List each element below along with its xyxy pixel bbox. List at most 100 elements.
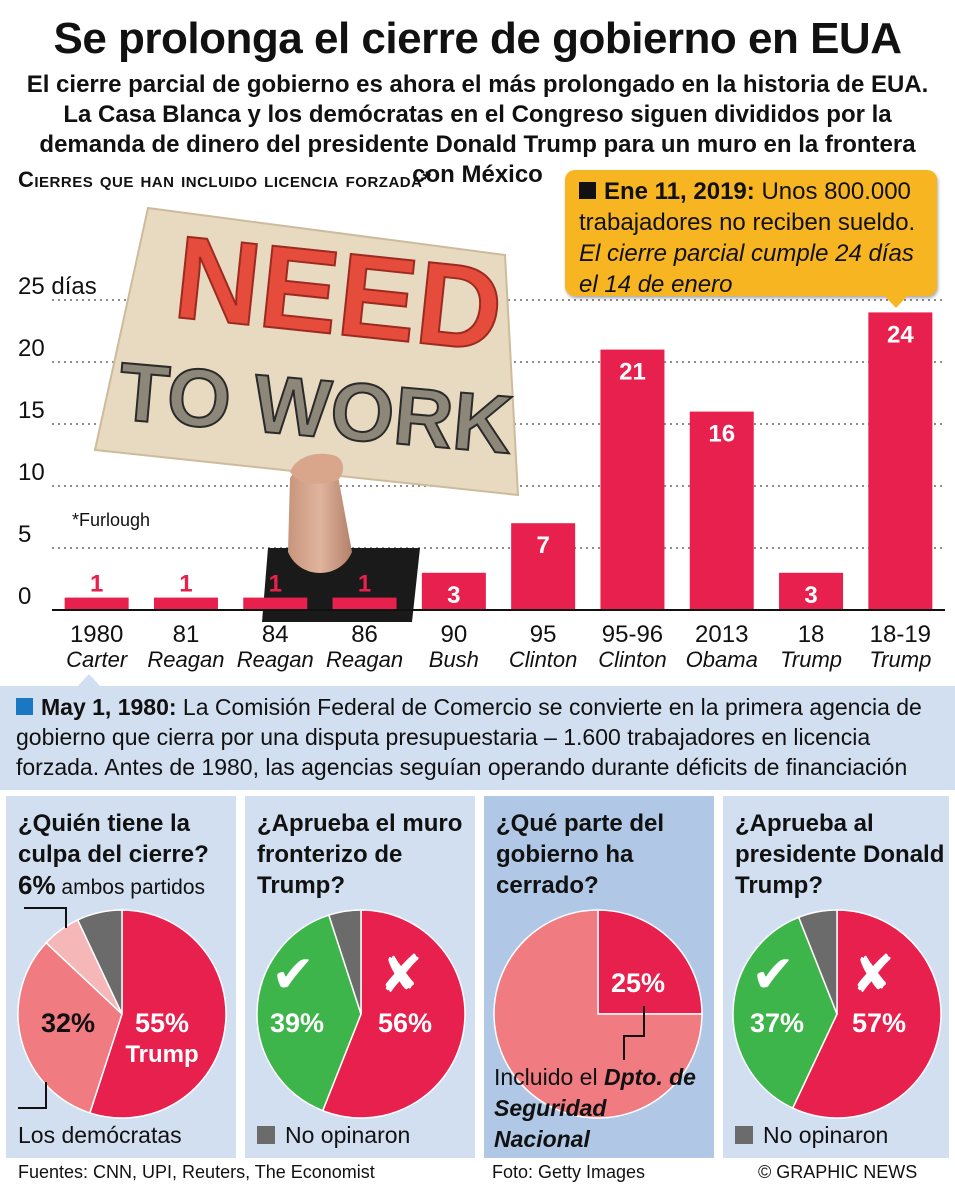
poll-panel-blame: ¿Quién tiene la culpa del cierre? 6% amb… bbox=[6, 796, 236, 1158]
y-tick-label: 5 bbox=[18, 521, 31, 548]
pie-slice-0 bbox=[791, 909, 942, 1119]
bar-value-label: 7 bbox=[536, 532, 549, 559]
bar-18 bbox=[779, 572, 844, 610]
bar-95-96 bbox=[600, 349, 665, 610]
bar-value-label: 1 bbox=[269, 571, 282, 598]
pie-label-trump-pct: 55% bbox=[135, 1008, 189, 1038]
callout-date: Ene 11, 2019: bbox=[604, 178, 755, 205]
check-icon: ✔ bbox=[751, 945, 795, 1005]
pie-slice-1 bbox=[256, 914, 362, 1112]
x-tick-president: Carter bbox=[66, 647, 129, 672]
bar-value-label: 1 bbox=[179, 571, 192, 598]
pie-slice-2 bbox=[327, 909, 362, 1015]
poll-bottom-label: Los demócratas bbox=[18, 1122, 182, 1148]
leader-line bbox=[623, 1006, 645, 1060]
y-tick-label: 0 bbox=[18, 583, 31, 610]
bar-90 bbox=[421, 572, 486, 610]
x-tick-president: Clinton bbox=[509, 647, 577, 672]
arm-shape bbox=[288, 463, 352, 573]
x-tick-president: Bush bbox=[429, 647, 479, 672]
sign-shape bbox=[93, 206, 520, 497]
x-tick-label: 18 bbox=[798, 621, 825, 648]
bar-value-label: 1 bbox=[90, 571, 103, 598]
x-tick-label: 95 bbox=[530, 621, 557, 648]
leader-line bbox=[18, 1082, 47, 1109]
x-tick-label: 81 bbox=[173, 621, 200, 648]
cross-icon: ✘ bbox=[379, 945, 423, 1005]
x-tick-label: 84 bbox=[262, 621, 289, 648]
note-band bbox=[0, 686, 955, 790]
cross-icon: ✘ bbox=[851, 945, 895, 1005]
chart-gridlines bbox=[52, 299, 945, 549]
pie-slice-1 bbox=[732, 916, 838, 1110]
pie-slice-0 bbox=[321, 909, 466, 1119]
poll-panel-president: ¿Aprueba al presidente Donald Trump? ✔ ✘… bbox=[723, 796, 949, 1158]
bar-86 bbox=[332, 597, 397, 610]
x-tick-label: 1980 bbox=[70, 621, 123, 648]
callout-italic: El cierre parcial cumple 24 días el 14 d… bbox=[579, 240, 914, 298]
x-tick-label: 18-19 bbox=[870, 621, 931, 648]
x-tick-president: Obama bbox=[686, 647, 758, 672]
note-text: La Comisión Federal de Comercio se convi… bbox=[16, 694, 922, 780]
y-tick-label: 15 bbox=[18, 397, 45, 424]
bar-18-19 bbox=[868, 312, 933, 610]
pie-chart-blame: 32% 55% Trump bbox=[17, 907, 227, 1119]
x-tick-label: 86 bbox=[351, 621, 378, 648]
pie-label-no: 56% bbox=[378, 1008, 432, 1038]
pie-label-closed: 25% bbox=[611, 968, 665, 998]
pie-slice-0 bbox=[88, 909, 227, 1119]
square-bullet-icon bbox=[16, 698, 33, 715]
y-tick-label: 20 bbox=[18, 335, 45, 362]
bar-value-label: 24 bbox=[887, 321, 914, 348]
x-tick-president: Reagan bbox=[237, 647, 314, 672]
bar-value-label: 16 bbox=[708, 421, 735, 448]
hand-shape bbox=[290, 453, 344, 484]
pie-slices bbox=[493, 909, 703, 1119]
bar-95 bbox=[511, 523, 576, 610]
pie-label-no: 57% bbox=[852, 1008, 906, 1038]
pie-slice-3 bbox=[76, 909, 123, 1015]
footer-sources: Fuentes: CNN, UPI, Reuters, The Economis… bbox=[18, 1162, 375, 1182]
note-date: May 1, 1980: bbox=[41, 694, 177, 720]
footer-credit: © GRAPHIC NEWS bbox=[758, 1162, 918, 1182]
footer-photo: Foto: Getty Images bbox=[492, 1162, 646, 1182]
check-icon: ✔ bbox=[271, 945, 315, 1005]
pie-chart-president: ✔ ✘ 37% 57% bbox=[732, 909, 942, 1119]
pie-slice-1 bbox=[493, 909, 703, 1119]
poll-panel-wall: ¿Aprueba el muro fronterizo de Trump? ✔ … bbox=[245, 796, 475, 1158]
x-tick-label: 95-96 bbox=[602, 621, 663, 648]
bar-1980 bbox=[64, 597, 129, 610]
pie-label-democrats: 32% bbox=[41, 1008, 95, 1038]
callout-box: Ene 11, 2019: Unos 800.000 trabajadores … bbox=[565, 170, 937, 298]
pie-label-trump: Trump bbox=[125, 1041, 198, 1068]
poll-question: ¿Aprueba el muro fronterizo de Trump? bbox=[257, 810, 463, 899]
page-subtitle: El cierre parcial de gobierno es ahora e… bbox=[26, 71, 929, 188]
poll-top-pct: 6% bbox=[18, 870, 56, 900]
callout-text: Unos 800.000 trabajadores no reciben sue… bbox=[579, 178, 916, 236]
page-title: Se prolonga el cierre de gobierno en EUA bbox=[53, 14, 902, 63]
poll-top-text: ambos partidos bbox=[61, 876, 205, 899]
callout-arrow bbox=[883, 294, 909, 308]
bar-81 bbox=[153, 597, 218, 610]
x-tick-president: Trump bbox=[869, 647, 931, 672]
x-tick-president: Reagan bbox=[326, 647, 403, 672]
caption-emphasis: Dpto. de Seguridad Nacional bbox=[494, 1064, 696, 1152]
pie-slice-0 bbox=[597, 909, 703, 1015]
pie-label-yes: 37% bbox=[750, 1008, 804, 1038]
pie-slices bbox=[732, 909, 942, 1119]
gray-square-icon bbox=[257, 1126, 275, 1144]
legend-label: No opinaron bbox=[763, 1122, 889, 1148]
photo-protest-sign: NEED TO WORK bbox=[93, 206, 520, 622]
bar-value-label: 3 bbox=[447, 582, 460, 609]
y-tick-label: 25 días bbox=[18, 273, 97, 300]
leader-line bbox=[24, 907, 67, 928]
x-tick-president: Trump bbox=[780, 647, 842, 672]
bar-value-label: 1 bbox=[358, 571, 371, 598]
legend-label: No opinaron bbox=[285, 1122, 411, 1148]
bar-2013 bbox=[689, 411, 754, 610]
bar-value-label: 21 bbox=[619, 359, 646, 386]
chart-heading: Cierres que han incluido licencia forzad… bbox=[18, 167, 432, 192]
note-pointer bbox=[76, 674, 102, 688]
legend-no-opinion: No opinaron bbox=[257, 1122, 410, 1149]
